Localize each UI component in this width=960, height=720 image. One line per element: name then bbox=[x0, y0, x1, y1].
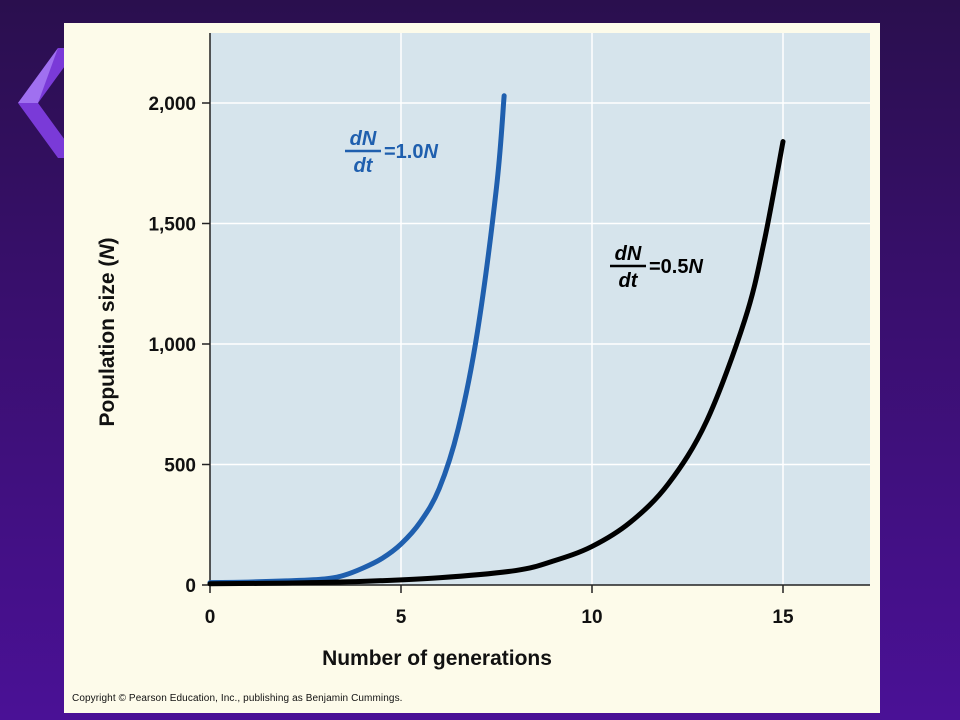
label-numerator: dN bbox=[350, 128, 377, 150]
population-growth-chart: 0 5 10 15 0 500 1,000 1,500 2,000 dN dt =1.0N dN dt =… bbox=[96, 33, 870, 670]
copyright-text: Copyright © Pearson Education, Inc., pub… bbox=[72, 693, 403, 704]
x-tick-label: 0 bbox=[205, 607, 216, 628]
y-axis-title: Population size (N) bbox=[96, 237, 119, 426]
series-line-2 bbox=[207, 139, 786, 587]
purple-arrow-decoration bbox=[18, 48, 78, 158]
label-denominator: dt bbox=[619, 270, 639, 292]
series-labels: dN dt =1.0N dN dt =0.5N bbox=[345, 128, 703, 292]
plot-area bbox=[210, 33, 870, 585]
x-tick-label: 10 bbox=[581, 607, 602, 628]
x-tick-label: 15 bbox=[772, 607, 794, 628]
y-tick-label: 1,500 bbox=[148, 215, 196, 236]
series bbox=[207, 93, 786, 587]
figure-card: 0 5 10 15 0 500 1,000 1,500 2,000 dN dt =1.0N dN dt =… bbox=[64, 23, 880, 713]
label-denominator: dt bbox=[354, 155, 374, 177]
label-numerator: dN bbox=[615, 243, 642, 265]
series-label-2: dN dt =0.5N bbox=[610, 243, 703, 292]
tick-labels: 0 5 10 15 0 500 1,000 1,500 2,000 bbox=[148, 94, 794, 628]
y-tick-label: 0 bbox=[185, 576, 196, 597]
grid bbox=[210, 33, 870, 585]
x-tick-label: 5 bbox=[396, 607, 407, 628]
y-tick-label: 500 bbox=[164, 456, 196, 477]
axes bbox=[202, 33, 870, 593]
label-rhs: =1.0N bbox=[384, 141, 438, 163]
label-rhs: =0.5N bbox=[649, 256, 703, 278]
y-tick-label: 2,000 bbox=[148, 94, 196, 115]
y-tick-label: 1,000 bbox=[148, 335, 196, 356]
x-axis-title: Number of generations bbox=[322, 647, 552, 670]
series-label-1: dN dt =1.0N bbox=[345, 128, 438, 177]
